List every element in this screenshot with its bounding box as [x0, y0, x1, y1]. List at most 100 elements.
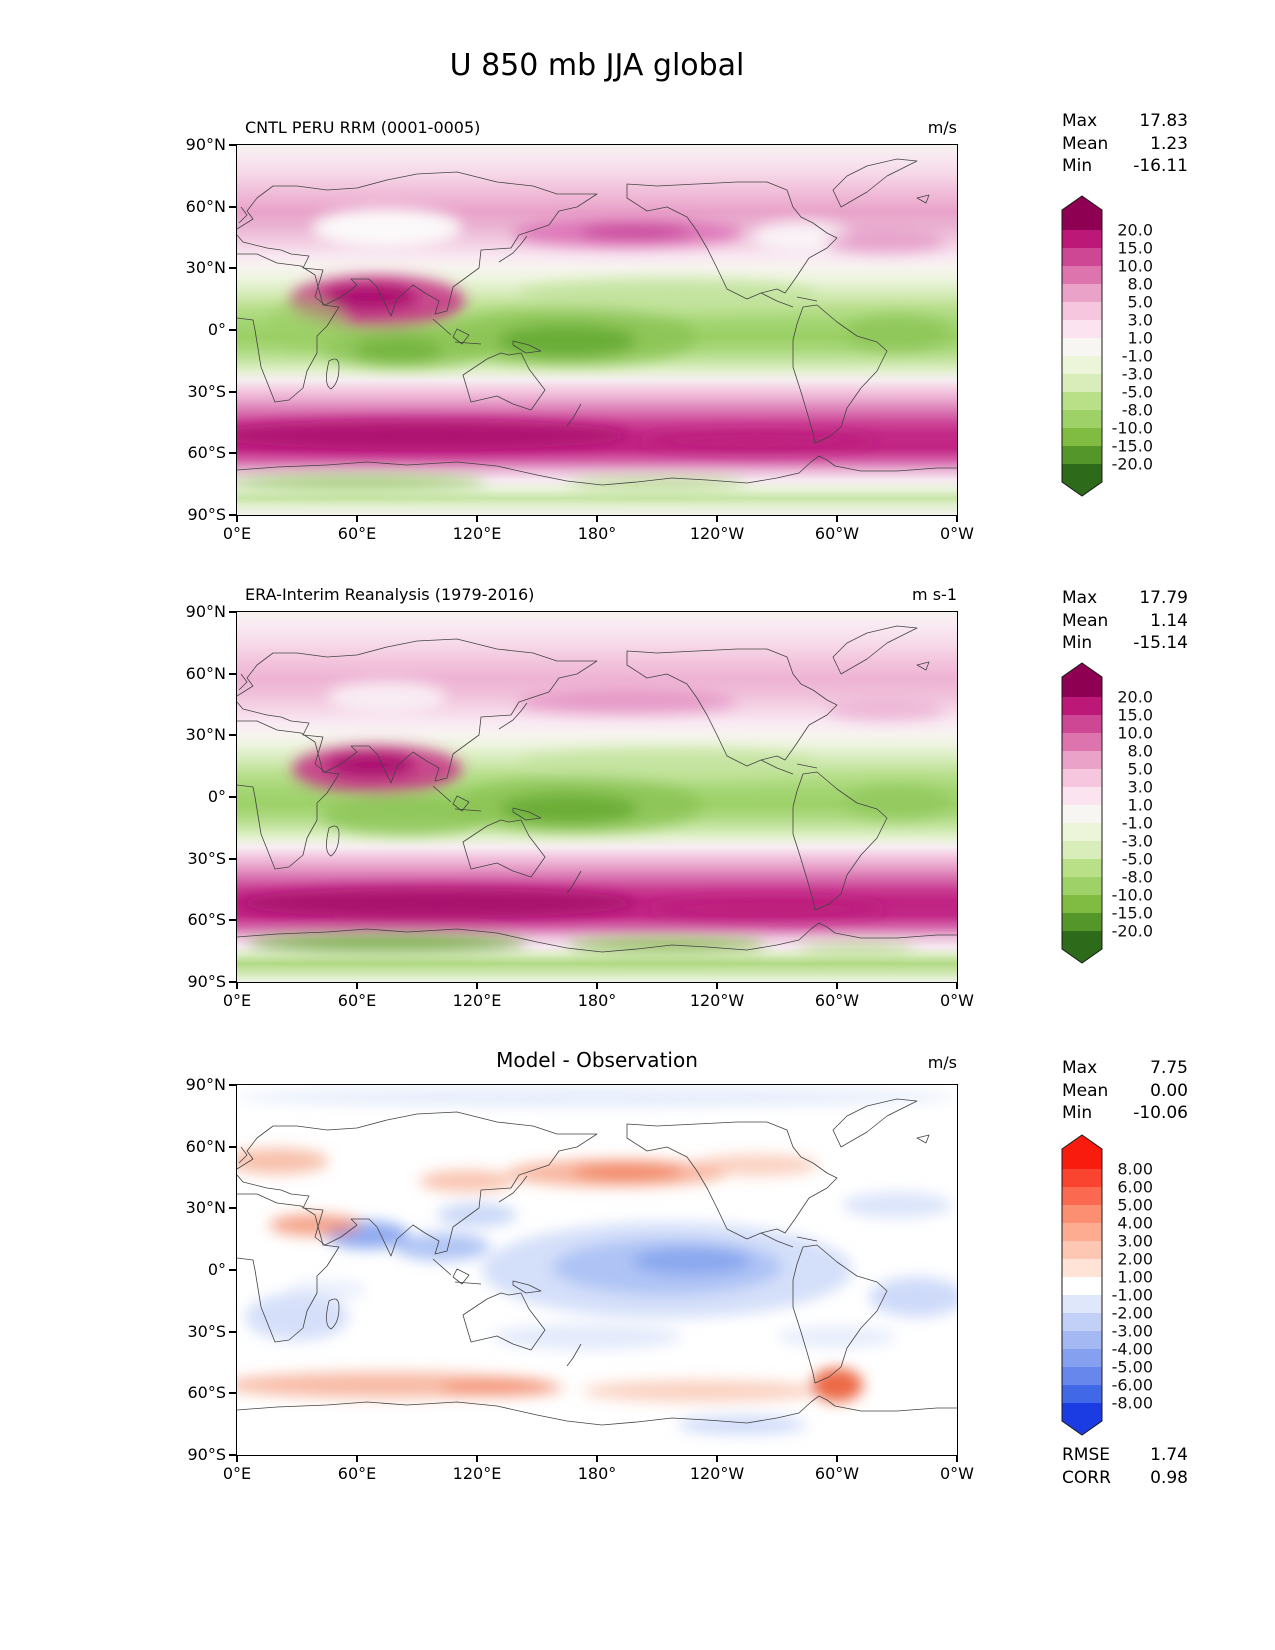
colorbar-band	[1062, 1205, 1102, 1223]
colorbar-band	[1062, 715, 1102, 733]
lon-tick-label: 60°E	[337, 524, 377, 543]
stat-label: Max	[1062, 111, 1098, 131]
colorbar-tick-label: 3.0	[1128, 311, 1153, 330]
colorbar-band	[1062, 1313, 1102, 1331]
colorbar-band	[1062, 374, 1102, 392]
lat-tick-mark	[229, 796, 236, 798]
colorbar-diff: 8.00 6.00 5.00 4.00 3.00 2.00 1.00 -1.00 -2.00 -3…	[1060, 1134, 1220, 1436]
stat-row-mean: Mean 0.00	[1062, 1080, 1188, 1103]
colorbar-outline	[1061, 195, 1103, 497]
lat-tick-label: 60°N	[185, 663, 226, 683]
colorbar-band	[1062, 356, 1102, 374]
lon-tick-mark	[236, 516, 238, 522]
lon-tick-label: 60°E	[337, 1464, 377, 1483]
lat-tick-label: 90°S	[187, 1445, 226, 1464]
lon-tick-mark	[236, 1456, 238, 1462]
colorbar-tick-label: 8.00	[1117, 1160, 1153, 1179]
colorbar-band	[1062, 266, 1102, 284]
lon-tick-label: 0°E	[222, 524, 252, 543]
stat-label: CORR	[1062, 1467, 1111, 1488]
colorbar-tick-label: -8.0	[1122, 401, 1153, 420]
lat-tick-mark	[229, 1269, 236, 1271]
coastlines	[237, 1098, 957, 1426]
stat-label: Mean	[1062, 133, 1109, 154]
lon-tick-mark	[836, 983, 838, 989]
lat-tick-mark	[229, 1207, 236, 1210]
lon-tick-label: 0°W	[940, 524, 974, 543]
colorbar-tick-label: -3.00	[1112, 1322, 1153, 1341]
panel-model-stats: Max 17.83 Mean 1.23 Min -16.11	[1062, 110, 1188, 178]
colorbar-tick-label: -5.0	[1122, 850, 1153, 869]
lon-tick-mark	[716, 1456, 718, 1462]
lon-tick-mark	[356, 983, 358, 989]
colorbar-tick-label: -1.00	[1112, 1286, 1153, 1305]
colorbar-lower-arrow	[1062, 931, 1102, 963]
colorbar-tick-label: 3.0	[1128, 778, 1153, 797]
colorbar-tick-label: -10.0	[1112, 886, 1153, 905]
colorbar-tick-label: -5.00	[1112, 1358, 1153, 1377]
colorbar-tick-label: -15.0	[1112, 437, 1153, 456]
lon-tick-mark	[596, 516, 598, 522]
colorbar-upper-arrow	[1062, 1135, 1102, 1169]
lat-tick-mark	[229, 857, 236, 860]
lon-tick-label: 120°W	[689, 524, 745, 543]
lat-tick-label: 30°S	[187, 1321, 226, 1341]
stat-value: 0.98	[1150, 1467, 1188, 1488]
stat-row-rmse: RMSE 1.74	[1062, 1444, 1188, 1467]
lon-tick-mark	[476, 983, 478, 989]
map-model	[236, 144, 958, 516]
panel-model-units: m/s	[927, 118, 957, 137]
panel-model-title: CNTL PERU RRM (0001-0005)	[245, 118, 481, 137]
colorbar-tick-label: -1.0	[1122, 814, 1153, 833]
lon-tick-label: 60°W	[814, 524, 860, 543]
lat-tick-label: 0°	[207, 320, 226, 339]
stat-value: 0.00	[1150, 1080, 1188, 1101]
figure-title: U 850 mb JJA global	[449, 48, 745, 83]
colorbar-tick-label: 20.0	[1117, 688, 1153, 707]
lon-tick-label: 0°E	[222, 991, 252, 1010]
colorbar-tick-label: 1.00	[1117, 1268, 1153, 1287]
lon-tick-mark	[356, 1456, 358, 1462]
contour-map-canvas	[237, 1085, 957, 1455]
lat-tick-mark	[229, 1084, 236, 1086]
lon-tick-label: 0°E	[222, 1464, 252, 1483]
colorbar-band	[1062, 769, 1102, 787]
coastlines	[237, 158, 957, 486]
lon-tick-label: 60°E	[337, 991, 377, 1010]
colorbar-band	[1062, 1295, 1102, 1313]
colorbar-obs: 20.0 15.0 10.0 8.0 5.0 3.0 1.0 -1.0 -3.0 -5.0 -8.0…	[1060, 662, 1220, 964]
colorbar-band	[1062, 410, 1102, 428]
lon-tick-label: 120°E	[452, 524, 502, 543]
colorbar-band	[1062, 1277, 1102, 1295]
lat-tick-mark	[229, 390, 236, 393]
stat-label: Max	[1062, 1058, 1098, 1078]
lat-tick-mark	[229, 144, 236, 146]
lon-tick-label: 0°W	[940, 1464, 974, 1483]
colorbar-tick-label: -3.0	[1122, 832, 1153, 851]
panel-diff-title: Model - Observation	[496, 1048, 698, 1072]
colorbar-tick-label: -5.0	[1122, 383, 1153, 402]
lat-tick-label: 60°S	[187, 910, 226, 930]
lat-tick-label: 60°S	[187, 443, 226, 463]
stat-row-mean: Mean 1.14	[1062, 610, 1188, 633]
stat-row-corr: CORR 0.98	[1062, 1467, 1188, 1490]
colorbar-tick-label: -8.0	[1122, 868, 1153, 887]
stat-row-max: Max 17.79	[1062, 587, 1188, 610]
colorbar-band	[1062, 248, 1102, 266]
colorbar-tick-label: 10.0	[1117, 257, 1153, 276]
colorbar-tick-label: 5.00	[1117, 1196, 1153, 1215]
panel-diff-stats: Max 7.75 Mean 0.00 Min -10.06	[1062, 1057, 1188, 1125]
colorbar-tick-label: 1.0	[1128, 329, 1153, 348]
lat-tick-label: 60°S	[187, 1383, 226, 1403]
panel-obs-units: m s-1	[912, 585, 957, 604]
stat-row-max: Max 17.83	[1062, 110, 1188, 133]
lat-tick-label: 90°N	[185, 135, 226, 154]
lon-tick-label: 120°W	[689, 991, 745, 1010]
colorbar-band	[1062, 320, 1102, 338]
contour-map-canvas	[237, 145, 957, 515]
lat-tick-label: 90°S	[187, 505, 226, 524]
colorbar-band	[1062, 302, 1102, 320]
colorbar-band	[1062, 751, 1102, 769]
lat-tick-label: 30°N	[185, 1198, 226, 1218]
colorbar-band	[1062, 1385, 1102, 1403]
